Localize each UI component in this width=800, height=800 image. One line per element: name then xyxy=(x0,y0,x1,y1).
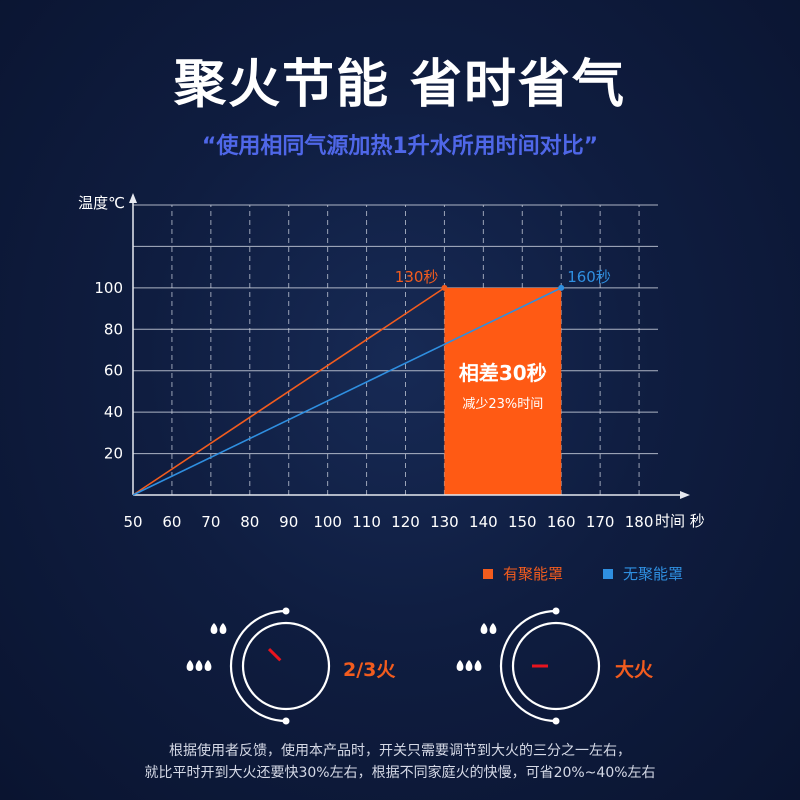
flame-icon xyxy=(489,623,497,634)
flame-icon xyxy=(204,660,212,671)
legend-item-without-cover: 无聚能罩 xyxy=(603,563,683,584)
legend-item-with-cover: 有聚能罩 xyxy=(483,563,563,584)
flame-icon xyxy=(210,623,218,634)
dial-label-full: 大火 xyxy=(615,659,654,681)
dial-knob-0 xyxy=(241,621,331,711)
flame-icon xyxy=(186,660,194,671)
highlight-label: 相差30秒 xyxy=(459,361,547,385)
series-end-label-1: 160秒 xyxy=(567,268,611,286)
x-tick-label: 140 xyxy=(469,513,498,531)
x-tick-label: 70 xyxy=(201,513,220,531)
x-tick-label: 100 xyxy=(313,513,342,531)
flame-icon xyxy=(219,623,227,634)
x-tick-label: 150 xyxy=(508,513,537,531)
x-tick-label: 90 xyxy=(279,513,298,531)
legend-label: 无聚能罩 xyxy=(623,565,684,583)
series-line-0 xyxy=(132,287,445,496)
flame-icon xyxy=(474,660,482,671)
y-tick-label: 60 xyxy=(104,362,123,380)
flame-icon xyxy=(456,660,464,671)
legend-swatch-orange xyxy=(483,568,493,579)
x-tick-label: 180 xyxy=(625,513,654,531)
dial-arc-end-dot xyxy=(282,717,290,725)
series-end-label-0: 130秒 xyxy=(395,268,439,286)
dial-label-two-thirds: 2/3火 xyxy=(343,659,396,681)
page-subtitle: “使用相同气源加热1升水所用时间对比” xyxy=(201,134,599,159)
legend-label: 有聚能罩 xyxy=(503,565,564,583)
dial-outer-arc-1 xyxy=(499,609,557,723)
x-axis-label: 时间 秒 xyxy=(655,512,705,530)
flame-icon xyxy=(480,623,488,634)
series-line-1 xyxy=(132,287,562,496)
note-line-1: 根据使用者反馈，使用本产品时，开关只需要调节到大火的三分之一左右， xyxy=(169,743,631,759)
x-tick-label: 160 xyxy=(547,513,576,531)
series-endpoint-1 xyxy=(558,284,565,291)
x-tick-label: 110 xyxy=(352,513,381,531)
y-tick-label: 80 xyxy=(104,320,123,338)
dial-arc-end-dot xyxy=(282,607,290,615)
series-endpoint-0 xyxy=(441,284,448,291)
y-axis-label: 温度℃ xyxy=(78,194,125,212)
x-tick-label: 170 xyxy=(586,513,615,531)
x-tick-label: 50 xyxy=(123,513,142,531)
y-tick-label: 40 xyxy=(104,403,123,421)
y-axis-arrow xyxy=(129,193,137,203)
dial-outer-arc-0 xyxy=(229,609,287,723)
x-tick-label: 120 xyxy=(391,513,420,531)
page-title: 聚火节能 省时省气 xyxy=(173,55,627,115)
flame-icon xyxy=(465,660,473,671)
x-tick-label: 80 xyxy=(240,513,259,531)
y-tick-label: 20 xyxy=(104,445,123,463)
dial-knob-1 xyxy=(511,621,601,711)
x-tick-label: 60 xyxy=(162,513,181,531)
dial-arc-end-dot xyxy=(552,717,560,725)
flame-icon xyxy=(195,660,203,671)
legend-swatch-blue xyxy=(603,568,613,579)
difference-highlight xyxy=(444,287,562,495)
highlight-sublabel: 减少23%时间 xyxy=(462,397,543,412)
x-tick-label: 130 xyxy=(430,513,459,531)
y-tick-label: 100 xyxy=(94,279,123,297)
note-line-2: 就比平时开到大火还要快30%左右，根据不同家庭火的快慢，可省20%~40%左右 xyxy=(144,765,656,781)
dial-pointer-0 xyxy=(267,647,282,662)
dial-arc-end-dot xyxy=(552,607,560,615)
x-axis-arrow xyxy=(680,491,690,499)
